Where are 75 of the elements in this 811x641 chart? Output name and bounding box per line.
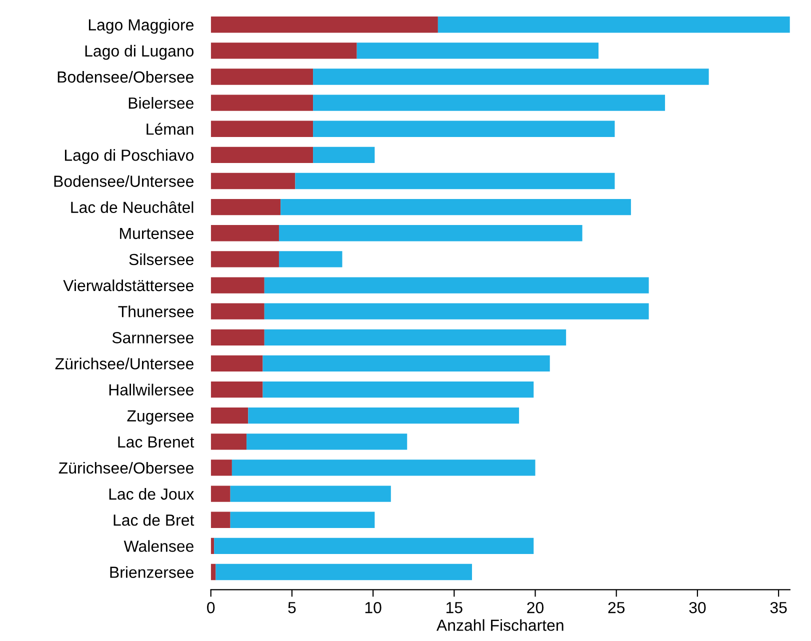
y-tick-label: Lac de Neuchâtel: [71, 201, 194, 214]
y-tick-label: Hallwilersee: [109, 384, 194, 396]
bar: [246, 434, 408, 450]
y-tick-label: Lago di Lugano: [85, 44, 194, 60]
x-tick-label: 30: [689, 602, 706, 614]
y-tick-label: Brienzersee: [110, 566, 194, 578]
y-tick-label: Lac Brenet: [118, 436, 194, 448]
y-tick-label: Léman: [146, 122, 194, 135]
bar: [210, 68, 314, 85]
bar: [210, 564, 216, 580]
bar: [210, 172, 296, 190]
bar: [210, 146, 314, 164]
bar: [262, 355, 550, 372]
y-tick-label: Vierwaldstättersee: [63, 279, 194, 292]
y-tick-label: Bodensee/Obersee: [58, 70, 194, 83]
bar: [216, 564, 472, 580]
bar: [295, 172, 615, 190]
bar: [313, 94, 666, 111]
bar: [230, 486, 391, 502]
y-tick-label: Zugersee: [127, 410, 194, 425]
y-tick-label: Murtensee: [120, 228, 194, 240]
bar: [278, 251, 342, 268]
bar: [210, 329, 264, 346]
y-tick-label: Lago Maggiore: [88, 18, 194, 34]
y-tick-label: Lac de Joux: [109, 488, 194, 500]
bar: [210, 251, 279, 268]
bar: [210, 486, 230, 502]
y-tick-label: Lago di Poschiavo: [64, 149, 194, 164]
x-axis-title: Anzahl Fischarten: [436, 619, 564, 631]
bar: [264, 277, 649, 294]
bar: [313, 120, 615, 137]
y-tick-label: Walensee: [124, 540, 194, 552]
bar: [210, 94, 314, 111]
bar: [210, 42, 357, 59]
bar: [214, 538, 534, 554]
bar: [210, 16, 438, 33]
x-tick-label: 20: [527, 602, 544, 614]
y-tick-label: Silsersee: [129, 253, 194, 266]
bar: [210, 277, 264, 294]
bar: [356, 42, 599, 59]
bar: [232, 460, 536, 476]
bar: [278, 225, 582, 242]
x-tick-label: 0: [207, 602, 215, 614]
bar: [210, 120, 314, 137]
bar: [210, 303, 264, 320]
x-tick-label: 25: [608, 602, 625, 614]
x-tick-label: 15: [446, 602, 462, 614]
bar: [264, 303, 649, 320]
y-tick-label: Sarnnersee: [112, 332, 194, 344]
y-tick-label: Zürichsee/Obersee: [58, 462, 194, 474]
bar: [210, 512, 230, 528]
bar: [313, 68, 709, 85]
x-tick-label: 35: [770, 602, 787, 614]
x-tick-label: 10: [365, 602, 382, 614]
y-tick-label: Zürichsee/Untersee: [55, 358, 194, 370]
x-tick-label: 5: [288, 602, 296, 614]
bar: [438, 16, 790, 33]
bar: [248, 408, 520, 424]
bar: [210, 225, 279, 242]
bar: [210, 198, 281, 216]
bar: [210, 355, 263, 372]
bar: [262, 381, 534, 398]
bar: [210, 408, 248, 424]
y-tick-label: Thunersee: [118, 306, 194, 318]
bar: [280, 198, 631, 216]
bar: [313, 146, 375, 164]
bar: [210, 434, 247, 450]
bar: [230, 512, 375, 528]
bar: [210, 381, 263, 398]
y-tick-label: Bielersee: [128, 97, 194, 109]
bar: [210, 460, 232, 476]
bar: [210, 538, 214, 554]
bar: [264, 329, 566, 346]
y-tick-label: Bodensee/Untersee: [54, 175, 194, 187]
y-tick-label: Lac de Bret: [114, 514, 194, 526]
